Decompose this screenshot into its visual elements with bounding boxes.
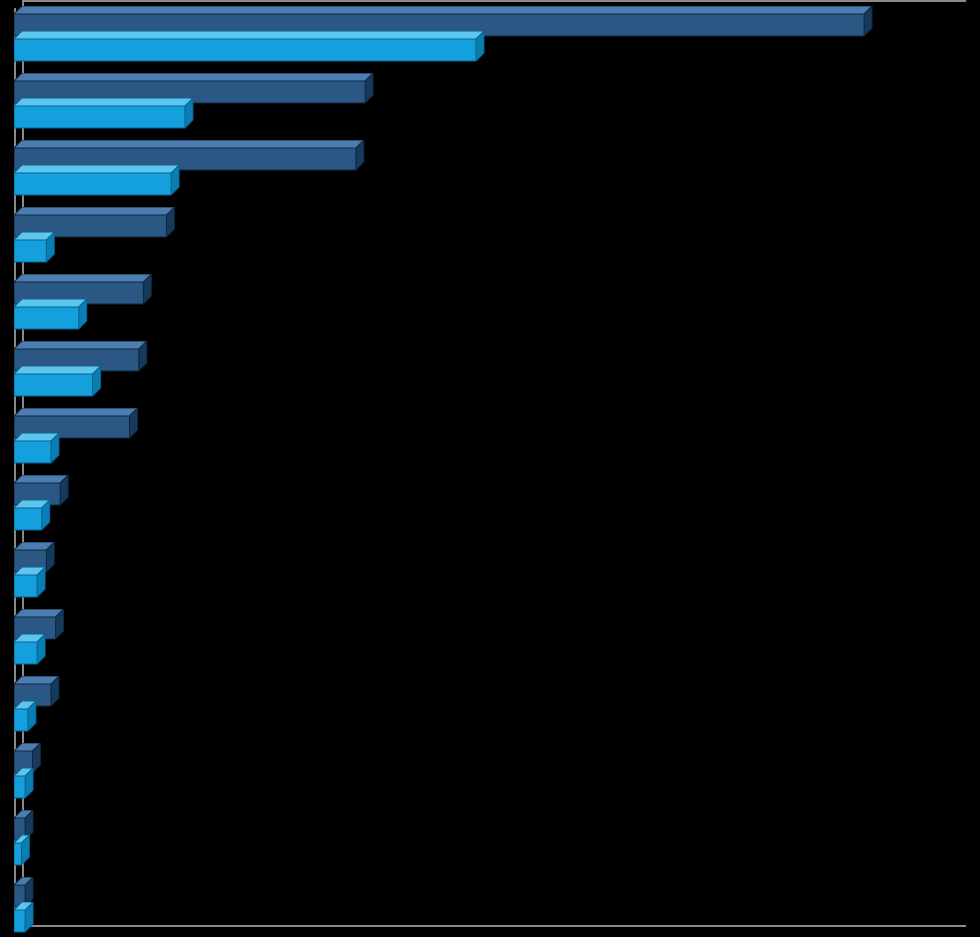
bar-group-2-series-b	[14, 173, 181, 205]
axis-line	[14, 925, 966, 927]
plot-area	[14, 8, 966, 926]
bar-group-1-series-b	[14, 106, 195, 138]
bar-group-0-series-b	[14, 39, 486, 71]
bar-group-6-series-b	[14, 441, 61, 473]
bar-group-5-series-b	[14, 374, 103, 406]
bar-group-8-series-b	[14, 575, 47, 607]
horizontal-3d-bar-chart	[0, 0, 980, 937]
bar-group-12-series-b	[14, 843, 31, 875]
bar-group-13-series-b	[14, 910, 35, 937]
bar-group-3-series-b	[14, 240, 56, 272]
bar-group-7-series-b	[14, 508, 52, 540]
bar-group-4-series-b	[14, 307, 89, 339]
bar-group-11-series-b	[14, 776, 35, 808]
bar-group-10-series-b	[14, 709, 38, 741]
axis-line	[22, 0, 966, 2]
bar-group-9-series-b	[14, 642, 47, 674]
